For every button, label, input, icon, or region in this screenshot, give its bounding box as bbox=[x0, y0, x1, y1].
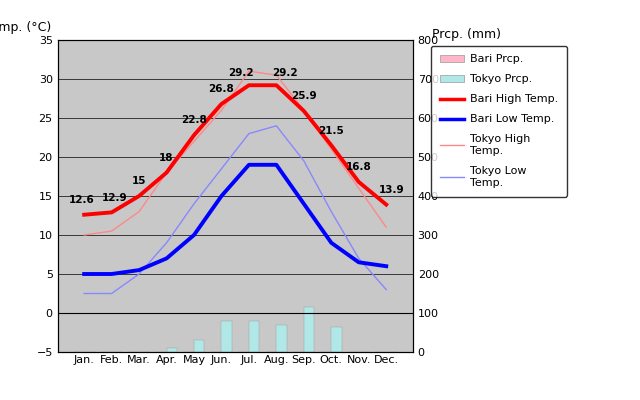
Bar bbox=[184, 352, 194, 382]
Bar bbox=[348, 352, 359, 363]
Bar bbox=[249, 321, 259, 352]
Text: 18: 18 bbox=[159, 153, 174, 163]
Bar bbox=[266, 352, 276, 380]
Text: 22.8: 22.8 bbox=[181, 116, 207, 126]
Bar bbox=[111, 352, 122, 369]
Bar bbox=[211, 352, 221, 384]
Text: 15: 15 bbox=[132, 176, 147, 186]
Bar bbox=[101, 352, 111, 373]
Bar bbox=[74, 352, 84, 370]
Y-axis label: Temp. (°C): Temp. (°C) bbox=[0, 21, 52, 34]
Legend: Bari Prcp., Tokyo Prcp., Bari High Temp., Bari Low Temp., Tokyo High
Temp., Toky: Bari Prcp., Tokyo Prcp., Bari High Temp.… bbox=[431, 46, 567, 196]
Text: 13.9: 13.9 bbox=[379, 185, 404, 195]
Bar bbox=[386, 352, 397, 376]
Text: 25.9: 25.9 bbox=[291, 91, 317, 101]
Bar bbox=[129, 352, 139, 376]
Text: 12.9: 12.9 bbox=[102, 193, 127, 203]
Bar bbox=[166, 348, 177, 352]
Text: 29.2: 29.2 bbox=[272, 68, 298, 78]
Bar bbox=[194, 340, 204, 352]
Bar bbox=[293, 352, 304, 368]
Bar bbox=[304, 307, 314, 352]
Bar bbox=[359, 352, 369, 355]
Bar bbox=[156, 352, 166, 377]
Text: 21.5: 21.5 bbox=[319, 126, 344, 136]
Text: 16.8: 16.8 bbox=[346, 162, 372, 172]
Bar bbox=[276, 325, 287, 352]
Bar bbox=[376, 352, 386, 364]
Bar bbox=[221, 321, 232, 352]
Text: 29.2: 29.2 bbox=[228, 68, 253, 78]
Bar bbox=[84, 352, 95, 372]
Y-axis label: Prcp. (mm): Prcp. (mm) bbox=[431, 28, 500, 40]
Bar bbox=[321, 352, 332, 366]
Text: 26.8: 26.8 bbox=[209, 84, 234, 94]
Bar bbox=[332, 327, 342, 352]
Text: 12.6: 12.6 bbox=[68, 195, 94, 205]
Bar bbox=[239, 352, 249, 384]
